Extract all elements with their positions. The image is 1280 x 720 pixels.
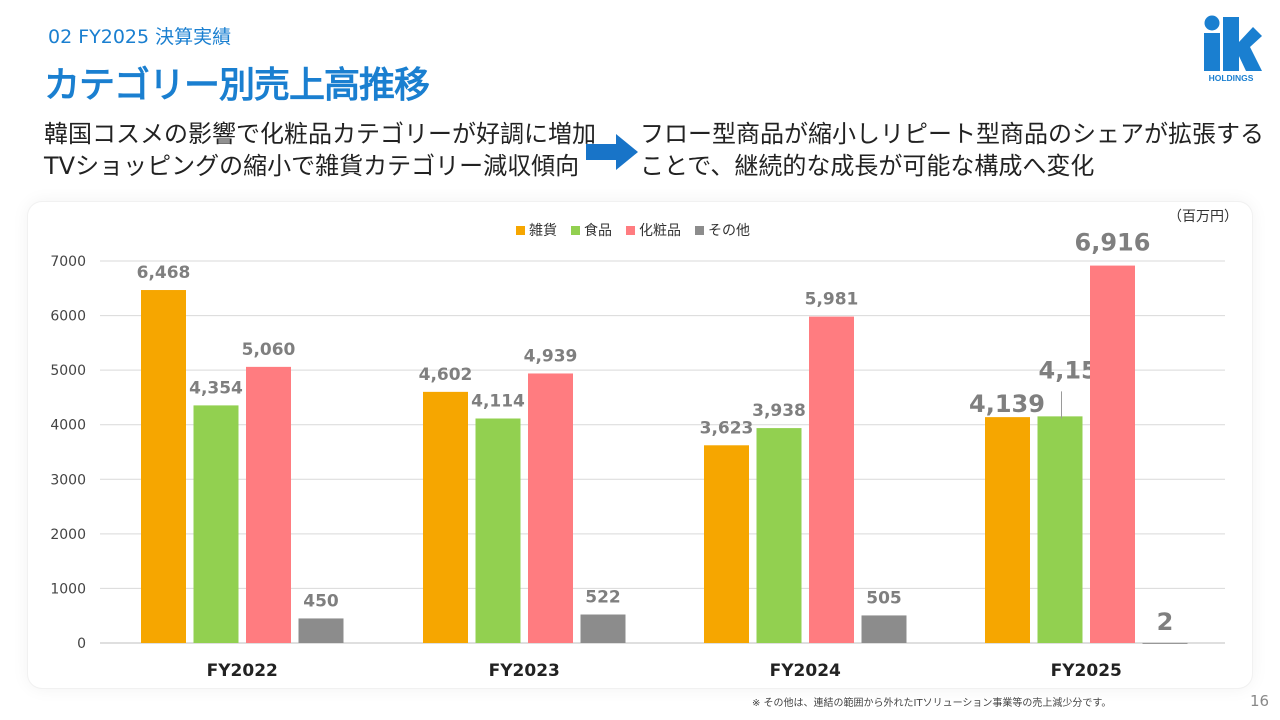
- bar-sonota: [580, 614, 626, 643]
- legend-item-keshohin: 化粧品: [626, 220, 681, 240]
- data-label: 3,938: [752, 401, 806, 421]
- x-tick-label: FY2023: [489, 661, 560, 681]
- data-label: 4,602: [419, 365, 473, 385]
- bar-sonota: [861, 615, 907, 643]
- summary-right-line2: ことで、継続的な成長が可能な構成へ変化: [640, 152, 1095, 180]
- bar-sonota: [1142, 642, 1188, 644]
- y-tick-label: 6000: [50, 309, 86, 325]
- legend-swatch-keshohin: [626, 225, 635, 235]
- summary-left-line2: TVショッピングの縮小で雑貨カテゴリー減収傾向: [44, 152, 580, 180]
- data-label: 5,981: [805, 290, 859, 310]
- legend-swatch-zakka: [516, 225, 525, 235]
- legend-item-sonota: その他: [695, 220, 750, 240]
- bar-sonota: [298, 618, 344, 643]
- data-label: 4,139: [969, 390, 1045, 418]
- data-label: 450: [303, 591, 339, 611]
- bar-zakka: [985, 417, 1030, 643]
- company-logo: HOLDINGS: [1204, 15, 1262, 83]
- data-label: 522: [585, 588, 621, 608]
- bar-zakka: [141, 290, 186, 643]
- y-tick-label: 4000: [50, 418, 86, 434]
- data-label: 4,354: [189, 378, 243, 398]
- summary-left: 韓国コスメの影響で化粧品カテゴリーが好調に増加 TVショッピングの縮小で雑貨カテ…: [44, 118, 596, 182]
- x-tick-label: FY2024: [770, 661, 841, 681]
- page-number: 16: [1250, 692, 1270, 710]
- data-label: 5,060: [242, 340, 296, 360]
- bar-keshohin: [1090, 265, 1135, 643]
- legend-label-shokuhin: 食品: [584, 223, 612, 239]
- svg-text:HOLDINGS: HOLDINGS: [1209, 73, 1254, 83]
- summary-right-line1: フロー型商品が縮小しリピート型商品のシェアが拡張する: [640, 120, 1264, 148]
- data-label: 4,939: [524, 346, 578, 366]
- legend-swatch-sonota: [695, 225, 704, 235]
- legend-item-zakka: 雑貨: [516, 220, 557, 240]
- data-label: 505: [866, 588, 902, 608]
- summary-left-line1: 韓国コスメの影響で化粧品カテゴリーが好調に増加: [44, 120, 596, 148]
- summary-right: フロー型商品が縮小しリピート型商品のシェアが拡張する ことで、継続的な成長が可能…: [640, 118, 1264, 182]
- data-label: 6,468: [137, 263, 191, 283]
- y-tick-label: 5000: [50, 363, 86, 379]
- bar-zakka: [423, 391, 468, 643]
- data-label: 3,623: [700, 418, 754, 438]
- page-title: カテゴリー別売上高推移: [44, 65, 430, 106]
- legend-swatch-shokuhin: [571, 225, 580, 235]
- data-label: 4,114: [471, 391, 525, 411]
- x-tick-label: FY2022: [207, 661, 278, 681]
- bar-keshohin: [809, 316, 854, 643]
- y-tick-label: 7000: [50, 254, 86, 270]
- section-label: 02 FY2025 決算実績: [48, 26, 232, 48]
- bar-keshohin: [528, 373, 573, 643]
- x-tick-label: FY2025: [1051, 661, 1122, 681]
- legend-label-keshohin: 化粧品: [639, 223, 681, 239]
- bar-shokuhin: [1037, 416, 1083, 643]
- right-arrow-icon: [586, 134, 638, 170]
- unit-label: （百万円）: [1168, 209, 1238, 225]
- y-tick-label: 3000: [50, 472, 86, 488]
- footnote: ※ その他は、連結の範囲から外れたITソリューション事業等の売上減少分です。: [752, 698, 1112, 709]
- legend-label-zakka: 雑貨: [529, 223, 557, 239]
- data-label: 2: [1157, 608, 1174, 636]
- data-label: 6,916: [1075, 229, 1151, 257]
- bar-shokuhin: [756, 428, 802, 643]
- y-tick-label: 2000: [50, 527, 86, 543]
- bar-keshohin: [246, 366, 291, 643]
- chart-legend: 雑貨 食品 化粧品 その他: [516, 220, 750, 240]
- bar-shokuhin: [193, 405, 239, 643]
- legend-item-shokuhin: 食品: [571, 220, 612, 240]
- legend-label-sonota: その他: [708, 223, 750, 239]
- bar-shokuhin: [475, 418, 521, 643]
- bar-zakka: [704, 445, 749, 643]
- y-tick-label: 1000: [50, 581, 86, 597]
- y-tick-label: 0: [77, 636, 86, 652]
